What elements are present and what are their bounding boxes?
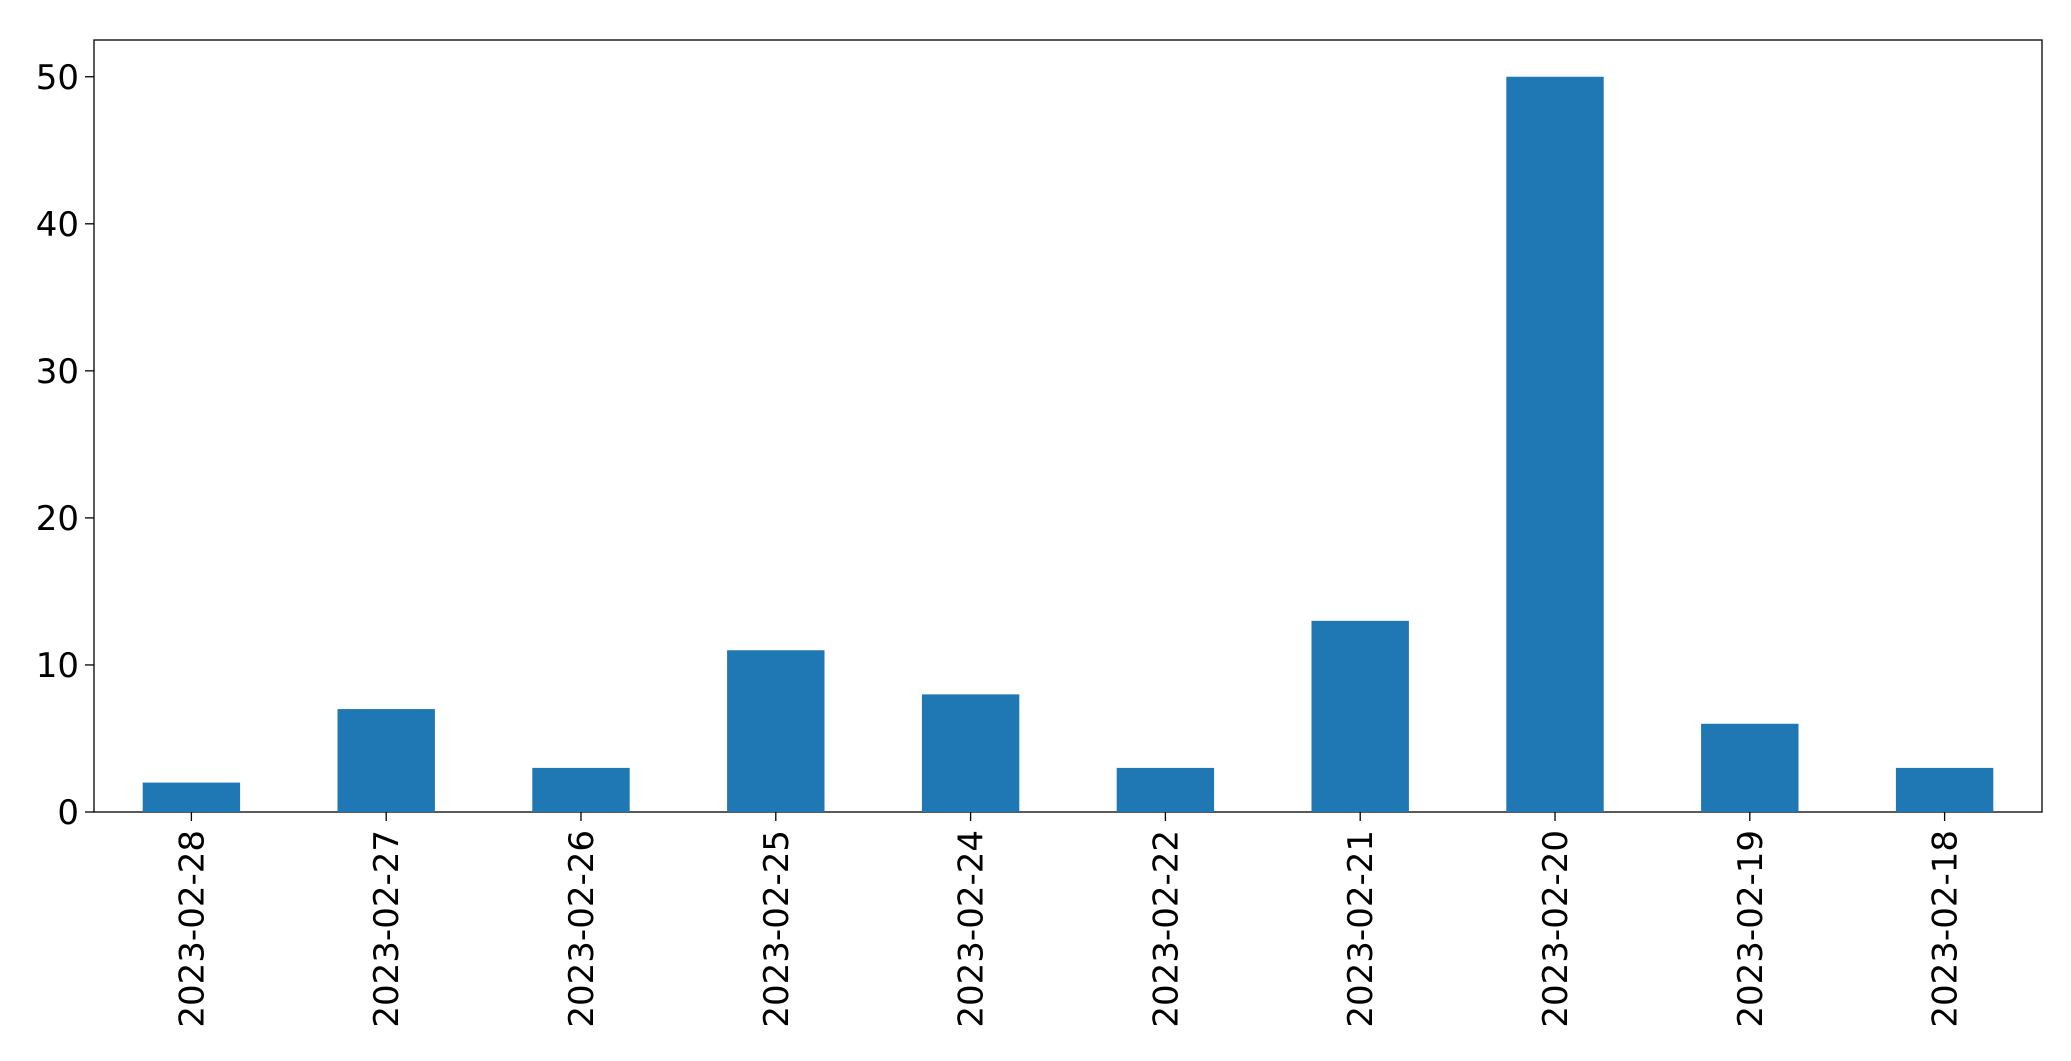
x-tick-label: 2023-02-24	[952, 830, 992, 1028]
y-tick-label: 0	[57, 793, 79, 833]
bar	[1701, 723, 1799, 812]
bar	[921, 694, 1020, 812]
x-tick-label: 2023-02-22	[1146, 830, 1186, 1028]
x-tick-label: 2023-02-26	[562, 830, 602, 1028]
bar	[1116, 767, 1215, 812]
y-tick-label: 20	[36, 499, 79, 539]
bar	[1311, 620, 1409, 812]
x-tick-label: 2023-02-21	[1341, 830, 1381, 1028]
y-tick-label: 40	[36, 205, 79, 245]
x-tick-label: 2023-02-18	[1926, 830, 1966, 1028]
y-tick-label: 10	[36, 646, 79, 686]
x-tick-label: 2023-02-20	[1536, 830, 1576, 1028]
bar	[337, 709, 435, 812]
bar	[1895, 767, 1994, 812]
y-tick-label: 30	[36, 352, 79, 392]
bar	[1506, 76, 1604, 812]
x-tick-label: 2023-02-28	[172, 830, 212, 1028]
x-tick-label: 2023-02-19	[1731, 830, 1771, 1028]
bar	[727, 650, 825, 812]
x-tick-label: 2023-02-25	[757, 830, 797, 1028]
bar	[532, 767, 630, 812]
x-tick-label: 2023-02-27	[367, 830, 407, 1028]
y-tick-label: 50	[36, 58, 79, 98]
axes-frame	[93, 39, 2043, 813]
bar	[142, 782, 241, 812]
